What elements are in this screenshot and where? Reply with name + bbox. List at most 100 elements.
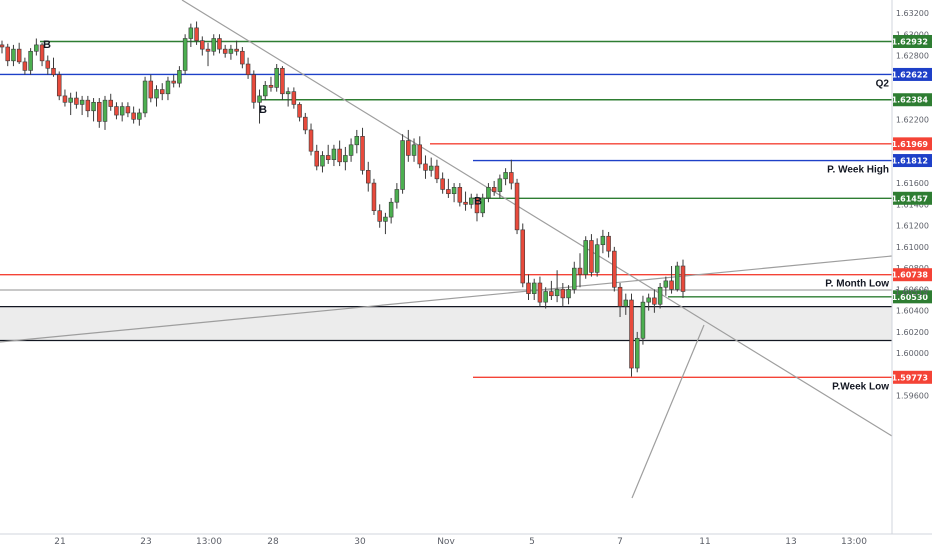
candle-79 (451, 183, 457, 203)
candle-59 (337, 140, 342, 167)
candle-95 (543, 287, 548, 309)
level-price-label-4: 1.61812 (892, 157, 928, 166)
candle-7 (39, 42, 45, 67)
candle-71 (406, 129, 411, 162)
level-annotations: Q2 P. Week High P. Month Low P.Week Low (825, 78, 889, 392)
candle-116 (663, 276, 669, 296)
candle-100 (572, 261, 577, 294)
candle-13 (74, 91, 79, 109)
candle-105 (600, 229, 606, 254)
candle-110 (629, 293, 634, 377)
candle-26 (148, 74, 154, 103)
candle-94 (537, 276, 543, 307)
time-axis-panel[interactable] (0, 534, 932, 550)
candle-65 (371, 178, 377, 215)
candle-53 (303, 112, 308, 135)
level-price-label-8: 1.59773 (892, 373, 928, 382)
candle-119 (680, 259, 686, 298)
candle-78 (446, 178, 451, 198)
price-tick-16: 1.60000 (896, 349, 929, 358)
candle-9 (51, 57, 56, 77)
price-tick-14: 1.60400 (896, 307, 929, 316)
level-price-label-2: 1.62384 (892, 96, 929, 105)
candle-11 (62, 89, 68, 107)
candle-114 (652, 289, 657, 313)
time-tick-6: 5 (529, 537, 535, 547)
candle-104 (594, 238, 600, 277)
candle-27 (154, 85, 159, 107)
candle-28 (159, 83, 165, 101)
candle-66 (377, 204, 382, 228)
candle-98 (560, 283, 566, 307)
candle-32 (182, 34, 188, 75)
candle-91 (520, 223, 526, 288)
candle-16 (91, 98, 96, 122)
candle-17 (97, 98, 102, 128)
candle-56 (320, 151, 325, 173)
candle-55 (314, 144, 319, 171)
candle-70 (400, 134, 405, 194)
candle-83 (474, 193, 480, 222)
candle-51 (291, 87, 297, 109)
trend-lines[interactable] (0, 0, 893, 499)
candle-90 (514, 178, 520, 235)
candle-80 (457, 183, 463, 207)
candle-117 (669, 265, 674, 294)
descending-trendline[interactable] (181, 0, 893, 437)
candle-18 (102, 95, 108, 130)
time-tick-8: 11 (699, 537, 710, 547)
price-axis-panel[interactable] (892, 0, 932, 534)
candle-38 (217, 34, 222, 54)
level-price-badge-3 (893, 137, 932, 151)
price-tick-5: 1.62200 (896, 115, 929, 124)
level-price-label-0: 1.62932 (892, 37, 928, 46)
candle-99 (566, 285, 571, 305)
candle-81 (463, 191, 468, 211)
candle-63 (360, 127, 365, 175)
price-tick-0: 1.63200 (896, 9, 929, 18)
candle-24 (137, 108, 142, 126)
candle-30 (171, 74, 176, 88)
bos-marker-0: B (43, 39, 51, 51)
time-tick-4: 30 (354, 537, 366, 547)
candle-8 (45, 55, 51, 75)
candle-23 (131, 106, 136, 124)
candle-109 (623, 293, 629, 315)
price-tick-18: 1.59600 (896, 392, 929, 401)
ascending-trendline[interactable] (0, 255, 893, 343)
candle-46 (262, 81, 268, 101)
zone-boundaries (0, 305, 892, 342)
candle-61 (348, 138, 354, 162)
candle-68 (388, 197, 394, 224)
horizontal-levels[interactable] (0, 40, 892, 378)
candle-97 (554, 270, 560, 303)
level-price-label-5: 1.61457 (892, 194, 928, 203)
level-annotation-1: Q2 (876, 78, 890, 89)
candle-69 (394, 183, 400, 209)
short-rising-trendline[interactable] (631, 324, 705, 499)
time-tick-5: Nov (437, 537, 455, 547)
time-tick-0: 21 (54, 537, 65, 547)
candle-54 (308, 123, 314, 156)
level-price-label-1: 1.62622 (892, 70, 928, 79)
candle-37 (211, 34, 216, 56)
candle-34 (194, 21, 199, 45)
candle-19 (108, 93, 113, 111)
candle-111 (634, 331, 640, 373)
price-tick-9: 1.61400 (896, 200, 929, 209)
candle-42 (240, 47, 245, 69)
candle-96 (549, 280, 554, 301)
time-tick-1: 23 (140, 537, 151, 547)
candle-64 (366, 161, 371, 192)
time-tick-10: 13:00 (841, 537, 867, 547)
candle-43 (245, 57, 251, 79)
candle-102 (583, 236, 588, 279)
candle-62 (354, 129, 360, 154)
candle-60 (343, 146, 348, 171)
candle-113 (646, 293, 651, 311)
candle-2 (11, 44, 16, 67)
candle-76 (434, 159, 440, 184)
candle-103 (589, 234, 594, 277)
time-tick-7: 7 (617, 537, 623, 547)
